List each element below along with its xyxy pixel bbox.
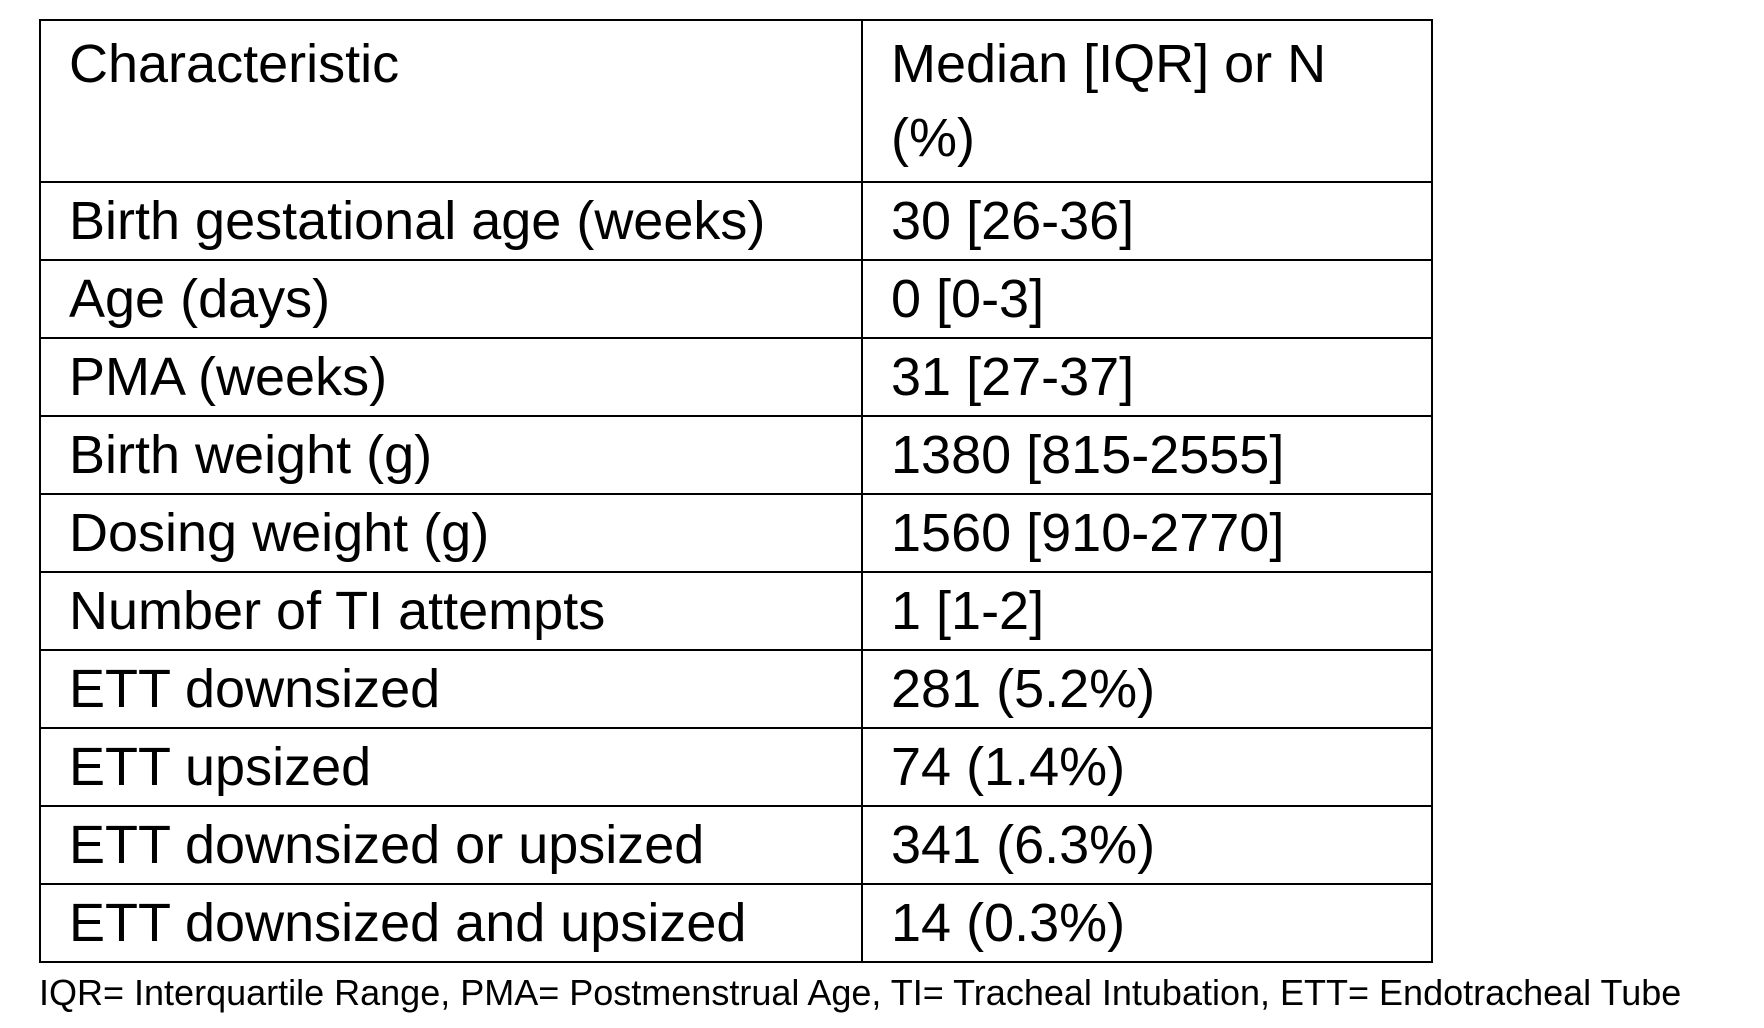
row-characteristic: Number of TI attempts bbox=[39, 571, 863, 651]
row-characteristic: ETT downsized bbox=[39, 649, 863, 729]
characteristics-table-container: Characteristic Median [IQR] or N (%) Bir… bbox=[39, 19, 1433, 963]
row-characteristic: Age (days) bbox=[39, 259, 863, 339]
row-characteristic: ETT upsized bbox=[39, 727, 863, 807]
row-characteristic: ETT downsized or upsized bbox=[39, 805, 863, 885]
header-median-iqr: Median [IQR] or N (%) bbox=[861, 19, 1433, 183]
table-row: Age (days) 0 [0-3] bbox=[39, 259, 1433, 339]
row-value: 341 (6.3%) bbox=[861, 805, 1433, 885]
row-value: 1560 [910-2770] bbox=[861, 493, 1433, 573]
row-value: 30 [26-36] bbox=[861, 181, 1433, 261]
row-value: 281 (5.2%) bbox=[861, 649, 1433, 729]
table-row: Number of TI attempts 1 [1-2] bbox=[39, 571, 1433, 651]
table-header-row: Characteristic Median [IQR] or N (%) bbox=[39, 19, 1433, 183]
row-value: 31 [27-37] bbox=[861, 337, 1433, 417]
row-characteristic: Dosing weight (g) bbox=[39, 493, 863, 573]
table-row: Birth gestational age (weeks) 30 [26-36] bbox=[39, 181, 1433, 261]
row-value: 74 (1.4%) bbox=[861, 727, 1433, 807]
table-row: Dosing weight (g) 1560 [910-2770] bbox=[39, 493, 1433, 573]
table-footnote: IQR= Interquartile Range, PMA= Postmenst… bbox=[39, 972, 1682, 1013]
table-row: ETT downsized and upsized 14 (0.3%) bbox=[39, 883, 1433, 963]
row-characteristic: ETT downsized and upsized bbox=[39, 883, 863, 963]
table-row: ETT downsized 281 (5.2%) bbox=[39, 649, 1433, 729]
row-value: 0 [0-3] bbox=[861, 259, 1433, 339]
row-value: 1380 [815-2555] bbox=[861, 415, 1433, 495]
table-row: PMA (weeks) 31 [27-37] bbox=[39, 337, 1433, 417]
row-characteristic: PMA (weeks) bbox=[39, 337, 863, 417]
table-row: ETT downsized or upsized 341 (6.3%) bbox=[39, 805, 1433, 885]
row-value: 1 [1-2] bbox=[861, 571, 1433, 651]
table-row: ETT upsized 74 (1.4%) bbox=[39, 727, 1433, 807]
table-row: Birth weight (g) 1380 [815-2555] bbox=[39, 415, 1433, 495]
row-characteristic: Birth weight (g) bbox=[39, 415, 863, 495]
header-characteristic: Characteristic bbox=[39, 19, 863, 183]
characteristics-table: Characteristic Median [IQR] or N (%) Bir… bbox=[39, 19, 1433, 963]
row-value: 14 (0.3%) bbox=[861, 883, 1433, 963]
row-characteristic: Birth gestational age (weeks) bbox=[39, 181, 863, 261]
